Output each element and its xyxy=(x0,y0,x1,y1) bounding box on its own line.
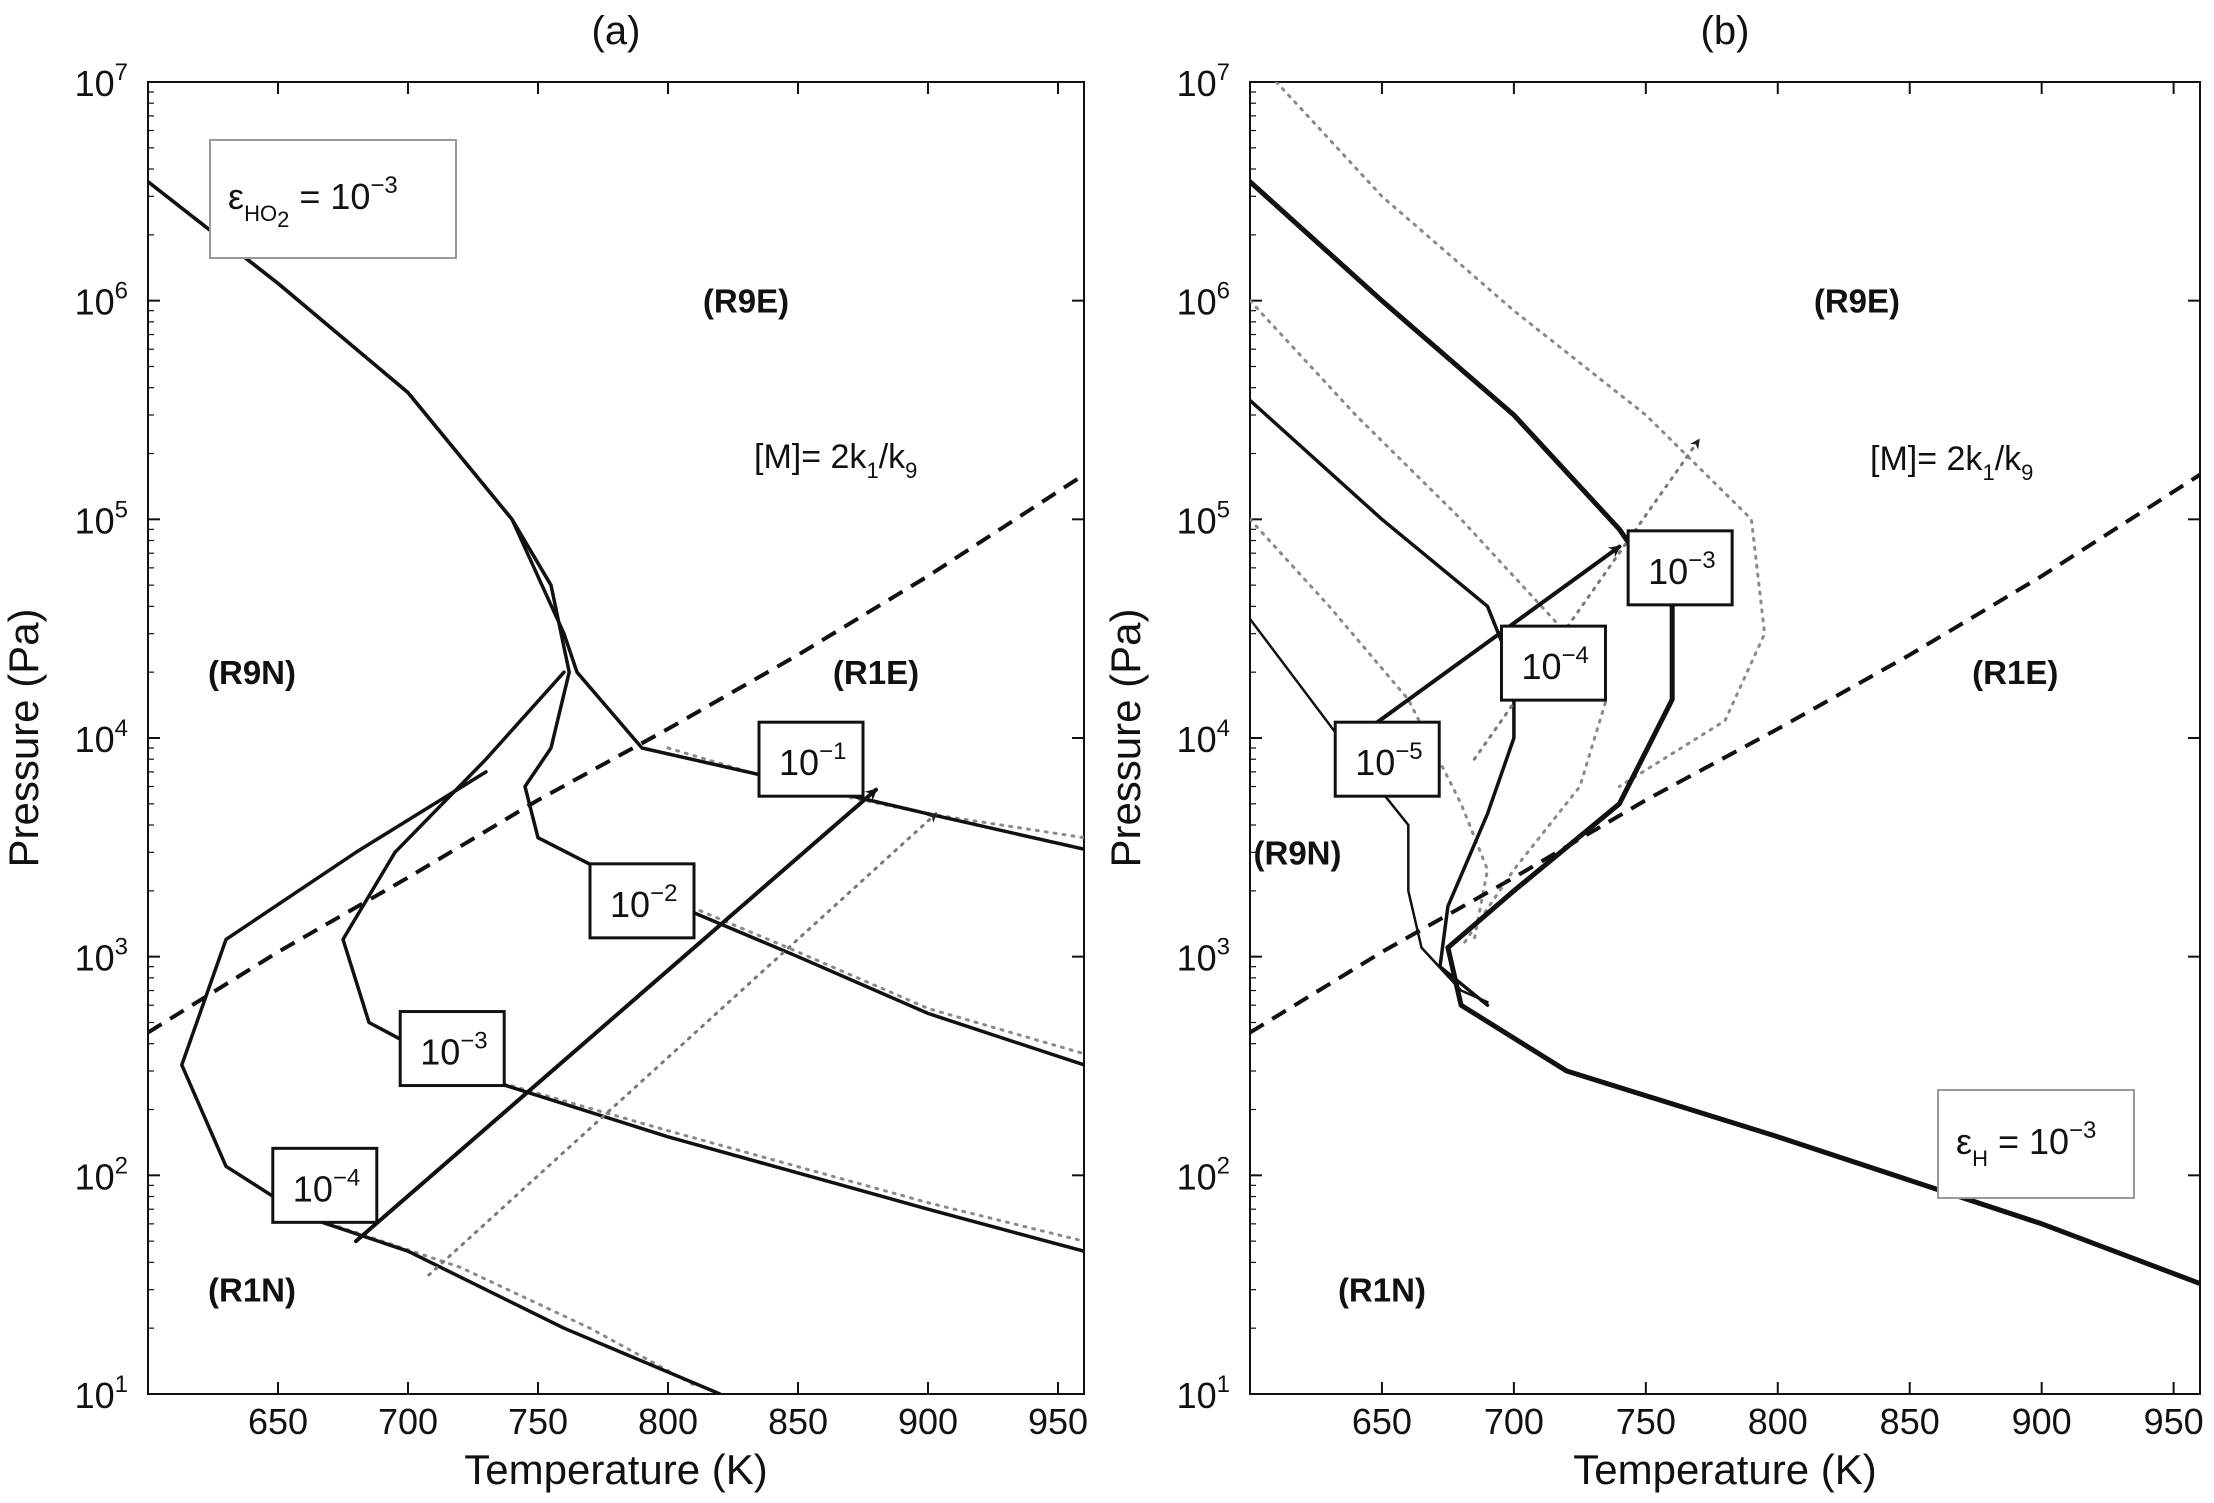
dotted-series-line xyxy=(640,884,1084,1056)
y-axis-label: Pressure (Pa) xyxy=(1102,608,1149,867)
series-line xyxy=(1250,398,1516,1007)
x-tick-label: 700 xyxy=(1484,1401,1544,1442)
x-axis-label: Temperature (K) xyxy=(464,1446,767,1493)
series-line xyxy=(148,179,1084,851)
panel-title: (a) xyxy=(592,9,641,53)
contour-label: 10−5 xyxy=(1355,738,1422,783)
contour-label: 10−4 xyxy=(293,1164,360,1209)
region-label: (R9E) xyxy=(703,283,789,320)
x-tick-label: 850 xyxy=(768,1401,828,1442)
y-axis-label: Pressure (Pa) xyxy=(0,608,47,867)
y-tick-label: 103 xyxy=(1177,934,1230,979)
y-tick-label: 107 xyxy=(1177,59,1230,104)
solid-arrow xyxy=(1353,544,1622,740)
dotted-arrow xyxy=(1472,438,1701,761)
region-label: (R1E) xyxy=(1972,654,2058,691)
panel-a: (a) 650 700 750 800 850 900 950 101 102 103 104 105 1… xyxy=(0,9,1088,1493)
region-label: (R1E) xyxy=(833,654,919,691)
x-tick-label: 700 xyxy=(378,1401,438,1442)
panel-title: (b) xyxy=(1701,9,1750,53)
y-tick-label: 106 xyxy=(75,278,128,323)
region-label: (R1N) xyxy=(1338,1272,1426,1309)
contour-label: 10−1 xyxy=(779,738,846,783)
y-tick-label: 105 xyxy=(75,496,128,541)
x-tick-label: 850 xyxy=(1880,1401,1940,1442)
contour-label-box xyxy=(271,1146,379,1224)
dotted-series-line xyxy=(666,746,1084,840)
series-line xyxy=(341,670,1084,1253)
x-tick-label: 750 xyxy=(508,1401,568,1442)
series-line xyxy=(180,770,722,1394)
legend-box xyxy=(1937,1089,2135,1199)
x-tick-label: 950 xyxy=(1028,1401,1088,1442)
y-tick-label: 102 xyxy=(75,1152,128,1197)
y-tick-label: 107 xyxy=(75,59,128,104)
contour-label-box xyxy=(588,862,696,940)
boundary-label: [M]= 2k1/k9 xyxy=(754,438,917,483)
x-tick-label: 900 xyxy=(2012,1401,2072,1442)
contour-label: 10−2 xyxy=(610,880,677,925)
region-label: (R1N) xyxy=(208,1272,296,1309)
contour-label-box xyxy=(1499,624,1607,702)
legend-text: εH = 10−3 xyxy=(1956,1117,2096,1171)
x-tick-label: 900 xyxy=(898,1401,958,1442)
boundary-label: [M]= 2k1/k9 xyxy=(1870,440,2033,485)
series-line xyxy=(1250,179,2200,1286)
region-label: (R9E) xyxy=(1814,283,1900,320)
contour-label-box xyxy=(398,1010,506,1088)
x-tick-label: 950 xyxy=(2144,1401,2204,1442)
contour-label: 10−3 xyxy=(420,1028,487,1073)
y-tick-label: 105 xyxy=(1177,496,1230,541)
x-axis-label: Temperature (K) xyxy=(1573,1446,1876,1493)
solid-arrow xyxy=(354,787,878,1244)
dotted-arrow xyxy=(427,812,938,1277)
contour-label-box xyxy=(757,720,865,798)
y-tick-label: 102 xyxy=(1177,1152,1230,1197)
contour-label-box xyxy=(1333,720,1441,798)
x-tick-label: 650 xyxy=(1352,1401,1412,1442)
contour-label-box xyxy=(1626,529,1734,607)
dotted-series-line xyxy=(328,1222,696,1387)
series-line xyxy=(148,179,1084,1067)
boundary-dashed-line xyxy=(1250,473,2200,1035)
legend-box xyxy=(209,139,457,259)
x-tick-label: 650 xyxy=(248,1401,308,1442)
x-tick-label: 750 xyxy=(1616,1401,1676,1442)
boundary-dashed-line xyxy=(148,473,1084,1035)
y-tick-label: 103 xyxy=(75,934,128,979)
y-tick-label: 101 xyxy=(75,1371,128,1416)
contour-label: 10−3 xyxy=(1648,547,1715,592)
x-tick-label: 800 xyxy=(638,1401,698,1442)
region-label: (R9N) xyxy=(1254,834,1342,871)
region-label: (R9N) xyxy=(208,654,296,691)
y-tick-label: 106 xyxy=(1177,278,1230,323)
y-tick-label: 101 xyxy=(1177,1371,1230,1416)
y-tick-label: 104 xyxy=(1177,715,1230,760)
contour-label: 10−4 xyxy=(1521,642,1588,687)
legend-text: εHO2 = 10−3 xyxy=(228,172,398,232)
x-tick-label: 800 xyxy=(1748,1401,1808,1442)
dotted-series-line xyxy=(458,1069,1084,1243)
panel-b: (b) 650 700 750 800 850 900 950 101 102 103 104 105 1… xyxy=(1102,9,2204,1493)
y-tick-label: 104 xyxy=(75,715,128,760)
